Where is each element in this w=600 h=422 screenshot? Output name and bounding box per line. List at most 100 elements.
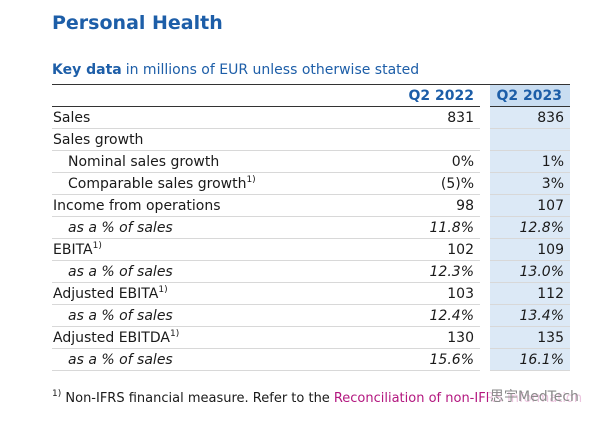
- spacer: [480, 173, 490, 195]
- column-header: Q2 2022: [404, 84, 480, 107]
- row-label: Sales growth: [53, 131, 144, 148]
- footnote-text: Non-IFRS financial measure. Refer to the: [65, 391, 330, 406]
- value-cell: 103: [404, 282, 480, 305]
- table-row: Adjusted EBITA1) 103 112: [52, 282, 570, 305]
- table-row: as a % of sales 11.8% 12.8%: [52, 216, 570, 239]
- row-label: as a % of sales: [68, 307, 173, 324]
- row-label-cell: Sales growth: [52, 128, 404, 151]
- table-row: Sales 831 836: [52, 106, 570, 129]
- table-row: as a % of sales 12.4% 13.4%: [52, 304, 570, 327]
- title: Personal Health: [52, 12, 223, 34]
- table-row: as a % of sales 15.6% 16.1%: [52, 348, 570, 371]
- value-cell: 130: [404, 326, 480, 349]
- row-note: 1): [169, 329, 180, 339]
- spacer: [480, 239, 490, 261]
- value: 135: [537, 329, 564, 346]
- row-label: Comparable sales growth: [68, 176, 247, 192]
- value: 12.4%: [429, 307, 474, 324]
- value: 12.8%: [519, 219, 564, 236]
- table-row: Comparable sales growth1) (5)% 3%: [52, 172, 570, 195]
- value: 103: [447, 285, 474, 302]
- spacer: [480, 195, 490, 217]
- value: 130: [447, 329, 474, 346]
- header-cell: [52, 84, 404, 107]
- row-note: 1): [92, 241, 102, 251]
- value-cell: 109: [490, 238, 570, 261]
- row-note: 1): [158, 285, 168, 295]
- value-cell: 13.0%: [490, 260, 570, 283]
- watermark: 思宇MedTech: [488, 386, 581, 406]
- row-label-cell: Adjusted EBITA1): [52, 282, 404, 305]
- row-label: Income from operations: [53, 197, 221, 214]
- table-row: Adjusted EBITDA1) 130 135: [52, 326, 570, 349]
- spacer: [480, 283, 490, 305]
- value-cell: 11.8%: [404, 216, 480, 239]
- column-header: Q2 2023: [490, 84, 570, 107]
- subtitle-text: in millions of EUR unless otherwise stat…: [125, 62, 420, 78]
- row-label-cell: Nominal sales growth: [52, 150, 404, 173]
- value-cell: 3%: [490, 172, 570, 195]
- spacer: [480, 305, 490, 327]
- row-label-cell: Income from operations: [52, 194, 404, 217]
- table-row: EBITA1) 102 109: [52, 238, 570, 261]
- spacer: [480, 129, 490, 151]
- value: 15.6%: [429, 351, 474, 368]
- footnote-marker: 1): [52, 389, 62, 399]
- spacer: [480, 349, 490, 371]
- row-label-cell: as a % of sales: [52, 348, 404, 371]
- value-cell: (5)%: [404, 172, 480, 195]
- value-cell: 16.1%: [490, 348, 570, 371]
- value-cell: 107: [490, 194, 570, 217]
- value: 16.1%: [519, 351, 564, 368]
- row-label-cell: as a % of sales: [52, 304, 404, 327]
- value: 11.8%: [429, 219, 474, 236]
- key-data-table: Q2 2022 Q2 2023 Sales 831 836 Sales growth N…: [52, 84, 570, 371]
- table-body: Sales 831 836 Sales growth Nominal sales gro…: [52, 106, 570, 371]
- row-label: EBITA: [53, 242, 93, 258]
- value-cell: 1%: [490, 150, 570, 173]
- row-label-cell: Comparable sales growth1): [52, 172, 404, 195]
- spacer: [480, 327, 490, 349]
- value: 107: [537, 197, 564, 214]
- value: 109: [537, 241, 564, 258]
- row-label: Nominal sales growth: [68, 153, 220, 170]
- row-label-cell: as a % of sales: [52, 216, 404, 239]
- spacer: [480, 151, 490, 173]
- row-label: Adjusted EBITDA: [53, 330, 170, 346]
- value-cell: [404, 128, 480, 151]
- value: (5)%: [440, 175, 474, 192]
- value-cell: 135: [490, 326, 570, 349]
- row-label-cell: Sales: [52, 106, 404, 129]
- row-label-cell: Adjusted EBITDA1): [52, 326, 404, 349]
- value: 13.0%: [519, 263, 564, 280]
- row-label-cell: as a % of sales: [52, 260, 404, 283]
- table-row: Sales growth: [52, 128, 570, 151]
- value-cell: 12.8%: [490, 216, 570, 239]
- value: 831: [447, 109, 474, 126]
- table-row: Income from operations 98 107: [52, 194, 570, 217]
- value: 98: [456, 197, 474, 214]
- value: 112: [537, 285, 564, 302]
- row-label: as a % of sales: [68, 351, 173, 368]
- value-cell: 98: [404, 194, 480, 217]
- row-label-cell: EBITA1): [52, 238, 404, 261]
- row-label: Sales: [53, 109, 91, 126]
- value: 13.4%: [519, 307, 564, 324]
- value: 836: [537, 109, 564, 126]
- value-cell: [490, 128, 570, 151]
- value: 0%: [451, 153, 474, 170]
- value-cell: 15.6%: [404, 348, 480, 371]
- table-row: as a % of sales 12.3% 13.0%: [52, 260, 570, 283]
- spacer: [480, 261, 490, 283]
- row-label: as a % of sales: [68, 263, 173, 280]
- value: 3%: [541, 175, 564, 192]
- value-cell: 831: [404, 106, 480, 129]
- row-label: Adjusted EBITA: [53, 286, 159, 302]
- header-row: Q2 2022 Q2 2023: [52, 84, 570, 107]
- spacer: [480, 85, 490, 107]
- row-label: as a % of sales: [68, 219, 173, 236]
- value-cell: 112: [490, 282, 570, 305]
- subtitle: Key data in millions of EUR unless otherw…: [52, 62, 419, 78]
- value-cell: 102: [404, 238, 480, 261]
